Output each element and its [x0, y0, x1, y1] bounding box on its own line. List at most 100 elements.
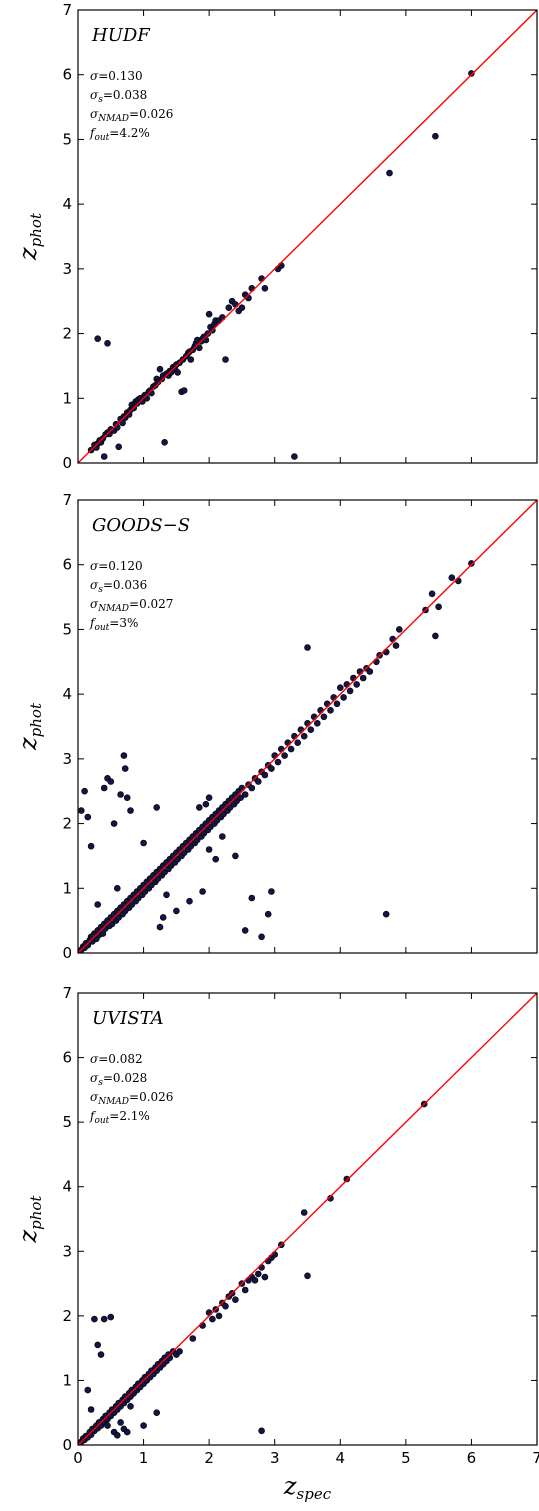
y-tick-label: 3 [62, 260, 72, 278]
y-tick-label: 2 [62, 325, 72, 343]
data-point [205, 310, 213, 318]
data-point [300, 732, 308, 740]
data-point [340, 694, 347, 701]
data-point [327, 706, 334, 714]
y-tick-label: 7 [62, 984, 72, 1002]
data-point [204, 330, 212, 337]
data-point [114, 1432, 121, 1439]
data-point [117, 1419, 124, 1426]
data-point [81, 787, 88, 795]
data-point [127, 807, 134, 814]
data-point [237, 794, 244, 802]
data-point [97, 1351, 105, 1358]
data-point [84, 813, 92, 821]
data-point [359, 674, 367, 682]
data-point [153, 804, 160, 811]
data-point [287, 745, 295, 753]
data-point [435, 603, 442, 611]
data-point [127, 1403, 134, 1410]
y-tick-label: 1 [62, 879, 72, 897]
data-point [100, 784, 108, 792]
y-tick-label: 2 [62, 1307, 72, 1325]
data-point [261, 1273, 269, 1281]
data-point [343, 1175, 351, 1183]
stat-line: σs=0.036 [90, 578, 147, 595]
y-tick-label: 4 [62, 685, 72, 703]
data-point [304, 1272, 311, 1280]
y-axis-label: zphot [14, 1195, 45, 1244]
panel-title: GOODS−S [92, 515, 190, 536]
y-tick-label: 1 [62, 1371, 72, 1389]
data-point [140, 1422, 147, 1429]
data-point [161, 438, 168, 446]
y-tick-label: 6 [62, 66, 72, 84]
data-point [232, 852, 239, 860]
data-point [248, 284, 256, 292]
data-point [264, 910, 272, 918]
stat-line: fout=4.2% [89, 126, 150, 143]
y-tick-label: 4 [62, 1178, 72, 1196]
data-point [307, 726, 315, 734]
data-point [356, 668, 364, 675]
data-point [187, 356, 195, 363]
y-tick-label: 0 [62, 454, 72, 472]
x-tick-label: 7 [532, 1449, 539, 1467]
data-point [212, 855, 219, 863]
y-tick-label: 5 [62, 130, 72, 148]
stat-line: σNMAD=0.026 [90, 107, 173, 124]
panel-0: 0 1 2 3 4 5 6 7 HUDF σ=0.130 σs=0.038 σNMAD=0.026 fo… [14, 1, 538, 472]
panel-title: HUDF [91, 25, 151, 46]
one-to-one-line [78, 10, 537, 463]
data-point [248, 894, 256, 902]
data-point [313, 719, 321, 727]
data-point [274, 758, 282, 766]
stat-line: σs=0.028 [90, 1071, 147, 1088]
y-axis-label: zphot [14, 212, 45, 261]
stat-line: σ=0.130 [90, 69, 143, 83]
y-tick-label: 5 [62, 620, 72, 638]
data-point [99, 930, 107, 937]
stat-line: σ=0.082 [90, 1052, 143, 1066]
data-point [238, 304, 246, 312]
data-point [468, 70, 475, 77]
data-point [327, 1195, 334, 1202]
scatter-points [87, 70, 475, 460]
data-point [382, 910, 390, 918]
y-tick-label: 4 [62, 195, 72, 213]
data-point [300, 1209, 308, 1216]
plot-frame [77, 992, 538, 1446]
panel-2: 0 1 2 3 4 5 6 7 0 1 2 3 4 5 6 7 UVISTA σ=0.082 σs=0.028 σNM… [14, 984, 539, 1503]
data-point [189, 1335, 197, 1342]
data-point [261, 284, 269, 292]
panels: 0 1 2 3 4 5 6 7 HUDF σ=0.130 σs=0.038 σNMAD=0.026 fo… [14, 1, 539, 1503]
stat-line: σ=0.120 [90, 559, 143, 573]
data-point [281, 752, 288, 759]
data-point [468, 560, 475, 567]
plot-frame [77, 9, 538, 464]
data-point [268, 888, 275, 895]
data-point [254, 778, 262, 785]
x-tick-label: 1 [139, 1449, 149, 1467]
data-point [104, 1422, 111, 1429]
data-point [100, 453, 108, 460]
data-point [336, 684, 344, 692]
data-point [241, 1286, 249, 1294]
data-point [87, 842, 95, 850]
x-axis-label: zspec [283, 1472, 332, 1503]
y-tick-label: 2 [62, 815, 72, 833]
data-point [268, 765, 275, 772]
data-point [232, 1296, 239, 1303]
data-point [386, 169, 393, 177]
data-point [174, 369, 181, 376]
data-point [320, 713, 328, 721]
data-point [432, 132, 439, 140]
data-point [304, 644, 311, 651]
data-point [87, 1406, 95, 1413]
data-point [241, 927, 249, 934]
data-point [258, 933, 265, 941]
y-tick-label: 7 [62, 491, 72, 509]
data-point [120, 752, 128, 759]
stat-line: fout=2.1% [89, 1109, 150, 1126]
data-point [261, 771, 269, 779]
y-tick-label: 3 [62, 750, 72, 768]
